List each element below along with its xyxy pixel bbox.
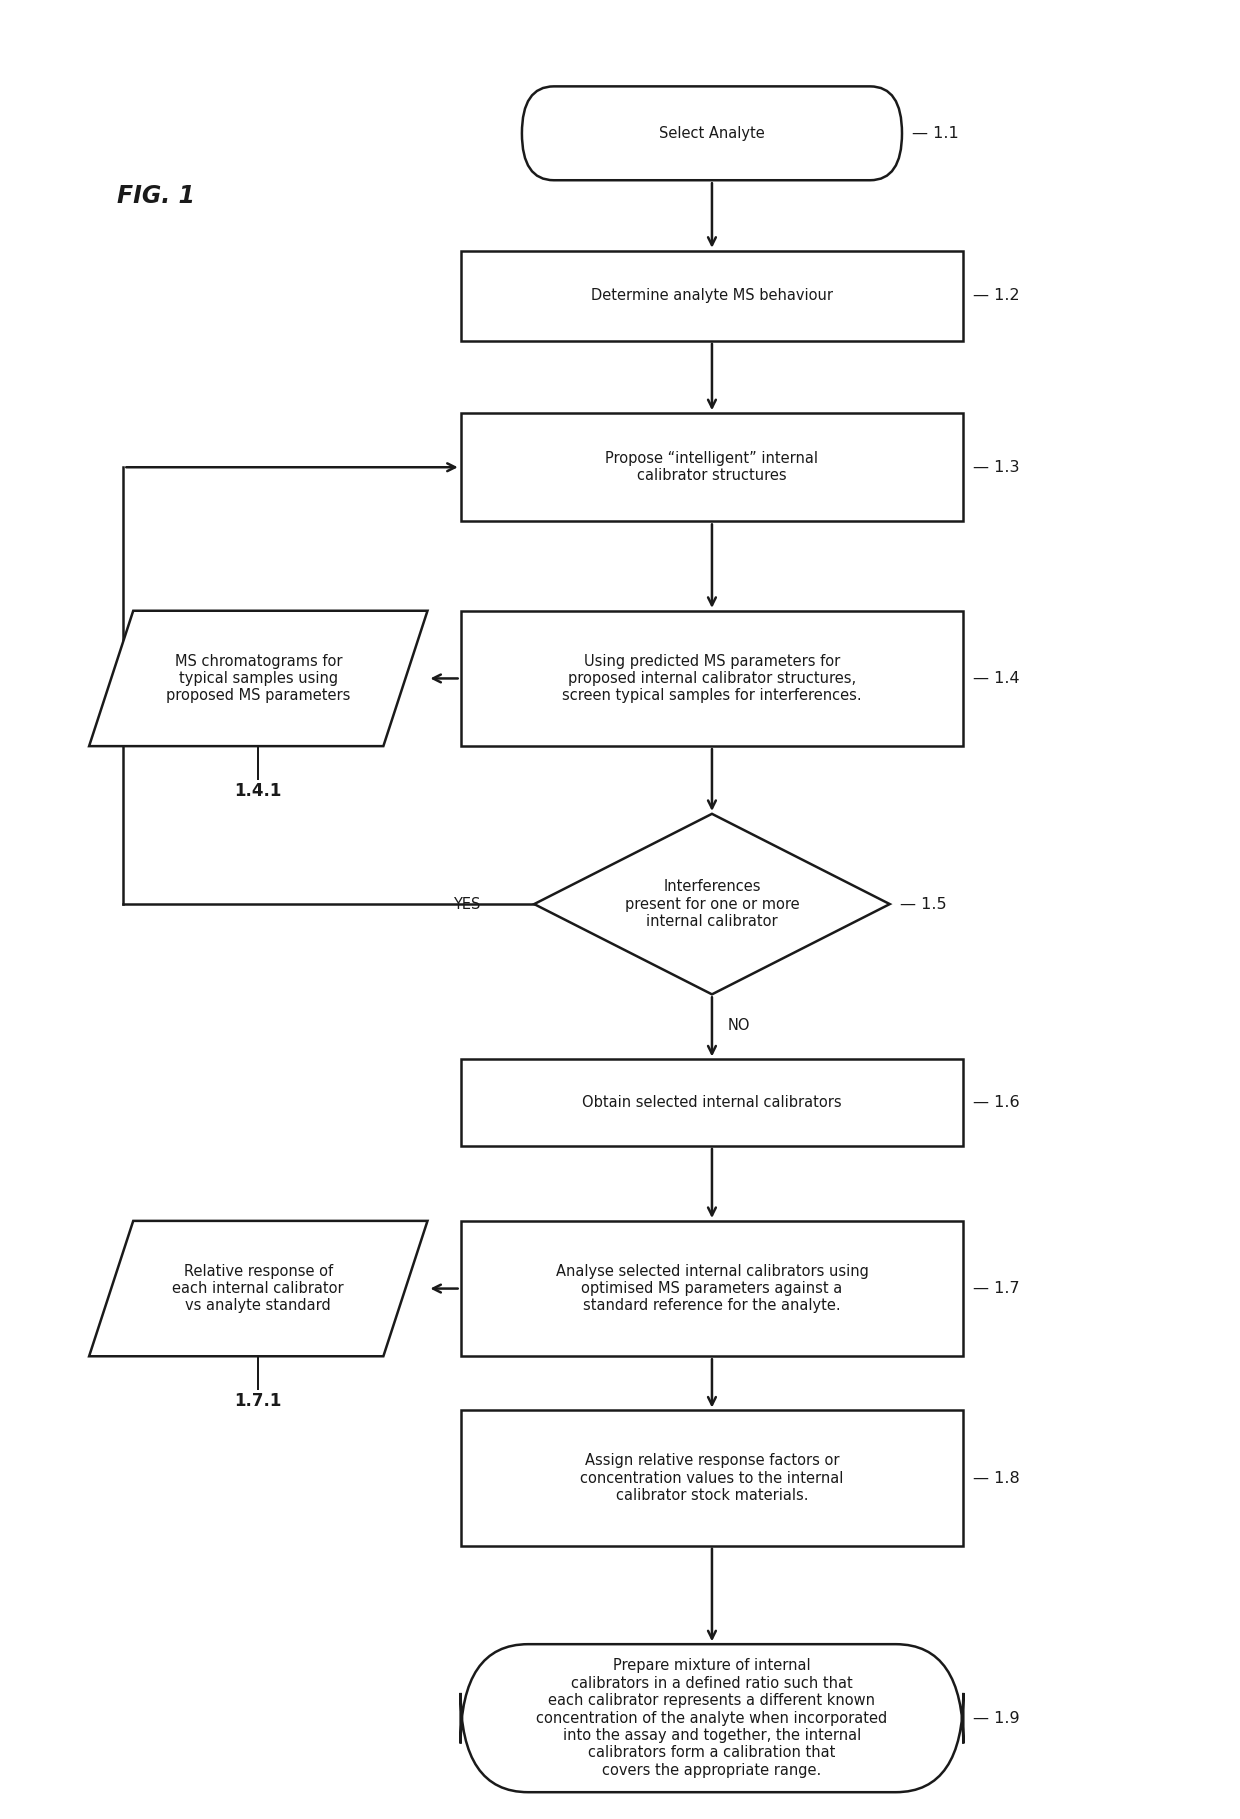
- Bar: [460, 1221, 963, 1357]
- Text: Select Analyte: Select Analyte: [660, 126, 765, 140]
- Text: — 1.8: — 1.8: [973, 1470, 1019, 1486]
- Text: MS chromatograms for
typical samples using
proposed MS parameters: MS chromatograms for typical samples usi…: [166, 653, 351, 704]
- Text: FIG. 1: FIG. 1: [118, 184, 195, 209]
- Text: Obtain selected internal calibrators: Obtain selected internal calibrators: [582, 1095, 842, 1110]
- Text: Using predicted MS parameters for
proposed internal calibrator structures,
scree: Using predicted MS parameters for propos…: [562, 653, 862, 704]
- Text: Determine analyte MS behaviour: Determine analyte MS behaviour: [591, 287, 833, 304]
- Text: Propose “intelligent” internal
calibrator structures: Propose “intelligent” internal calibrato…: [605, 451, 818, 484]
- FancyBboxPatch shape: [460, 1644, 963, 1792]
- Polygon shape: [89, 611, 428, 746]
- Text: Analyse selected internal calibrators using
optimised MS parameters against a
st: Analyse selected internal calibrators us…: [556, 1264, 868, 1313]
- Text: — 1.7: — 1.7: [973, 1281, 1019, 1297]
- Bar: [460, 413, 963, 522]
- Text: Prepare mixture of internal
calibrators in a defined ratio such that
each calibr: Prepare mixture of internal calibrators …: [537, 1659, 888, 1777]
- Text: — 1.4: — 1.4: [973, 671, 1019, 686]
- Text: YES: YES: [453, 897, 480, 911]
- Text: Assign relative response factors or
concentration values to the internal
calibra: Assign relative response factors or conc…: [580, 1453, 843, 1502]
- Text: — 1.1: — 1.1: [911, 126, 959, 140]
- Text: — 1.3: — 1.3: [973, 460, 1019, 475]
- Bar: [460, 611, 963, 746]
- Text: 1.7.1: 1.7.1: [234, 1392, 281, 1410]
- Bar: [460, 251, 963, 340]
- Bar: [460, 1059, 963, 1146]
- Text: — 1.5: — 1.5: [899, 897, 946, 911]
- Bar: [460, 1410, 963, 1546]
- Text: — 1.9: — 1.9: [973, 1710, 1019, 1726]
- Text: 1.4.1: 1.4.1: [234, 782, 281, 800]
- Polygon shape: [89, 1221, 428, 1357]
- FancyBboxPatch shape: [522, 85, 901, 180]
- Text: NO: NO: [728, 1019, 750, 1033]
- Text: — 1.6: — 1.6: [973, 1095, 1019, 1110]
- Text: Interferences
present for one or more
internal calibrator: Interferences present for one or more in…: [625, 879, 800, 930]
- Text: — 1.2: — 1.2: [973, 287, 1019, 304]
- Polygon shape: [534, 813, 890, 995]
- Text: Relative response of
each internal calibrator
vs analyte standard: Relative response of each internal calib…: [172, 1264, 345, 1313]
